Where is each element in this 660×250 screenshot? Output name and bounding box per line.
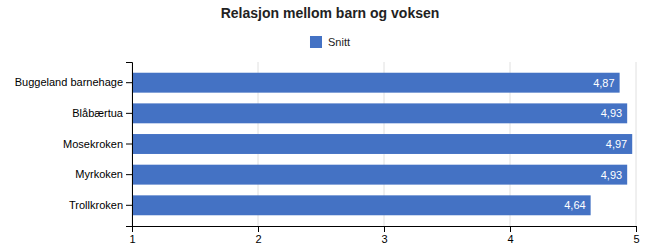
data-label: 4,93 (601, 107, 622, 119)
tick-mark (384, 226, 385, 232)
grid (132, 62, 636, 226)
data-label: 4,64 (564, 199, 585, 211)
bar (132, 165, 627, 185)
bars (132, 73, 632, 216)
grid-line (636, 62, 637, 226)
tick-label: Blåbærtua (72, 107, 124, 119)
tick-label: 3 (381, 233, 387, 245)
bar (132, 195, 591, 215)
y-tick: Mosekroken (63, 138, 132, 150)
tick-mark (126, 82, 132, 83)
x-tick: 3 (381, 226, 387, 245)
x-tick: 2 (255, 226, 261, 245)
y-tick: Blåbærtua (72, 107, 132, 119)
tick-label: Myrkoken (75, 168, 123, 180)
tick-label: 2 (255, 233, 261, 245)
axis-domain (126, 63, 133, 227)
legend-swatch (310, 36, 322, 48)
data-label: 4,93 (601, 169, 622, 181)
legend-item: Snitt (310, 36, 350, 48)
x-axis: 1 2 3 4 5 (129, 226, 639, 245)
tick-label: 1 (129, 233, 135, 245)
tick-mark (126, 113, 132, 114)
plot: 4,87 4,93 4,97 4,93 4,64 1 2 3 4 5 Buggeland barne… (15, 62, 640, 245)
bar (132, 103, 627, 123)
x-tick: 4 (507, 226, 513, 245)
tick-mark (126, 205, 132, 206)
bar (132, 134, 632, 154)
axis-domain (133, 227, 637, 233)
tick-mark (636, 226, 637, 232)
y-tick: Buggeland barnehage (15, 76, 132, 88)
tick-mark (258, 226, 259, 232)
legend-label: Snitt (328, 36, 350, 48)
tick-mark (510, 226, 511, 232)
tick-mark (126, 174, 132, 175)
bar (132, 73, 620, 93)
tick-label: Buggeland barnehage (15, 76, 123, 88)
title: Relasjon mellom barn og voksen (221, 5, 440, 21)
tick-label: 4 (507, 233, 513, 245)
chart: Relasjon mellom barn og voksen4,874,934,… (0, 0, 660, 250)
data-labels: 4,87 4,93 4,97 4,93 4,64 (564, 77, 627, 212)
tick-label: Mosekroken (63, 138, 123, 150)
x-tick: 1 (129, 226, 135, 245)
tick-mark (126, 144, 132, 145)
data-label: 4,97 (606, 138, 627, 150)
y-tick: Trollkroken (69, 199, 132, 211)
tick-label: Trollkroken (69, 199, 123, 211)
y-tick: Myrkoken (75, 168, 132, 180)
tick-label: 5 (633, 233, 639, 245)
x-tick: 5 (633, 226, 639, 245)
y-axis: Buggeland barnehage Blåbærtua Mosekroken My… (15, 63, 133, 227)
data-label: 4,87 (593, 77, 614, 89)
legend: Snitt (310, 36, 350, 48)
